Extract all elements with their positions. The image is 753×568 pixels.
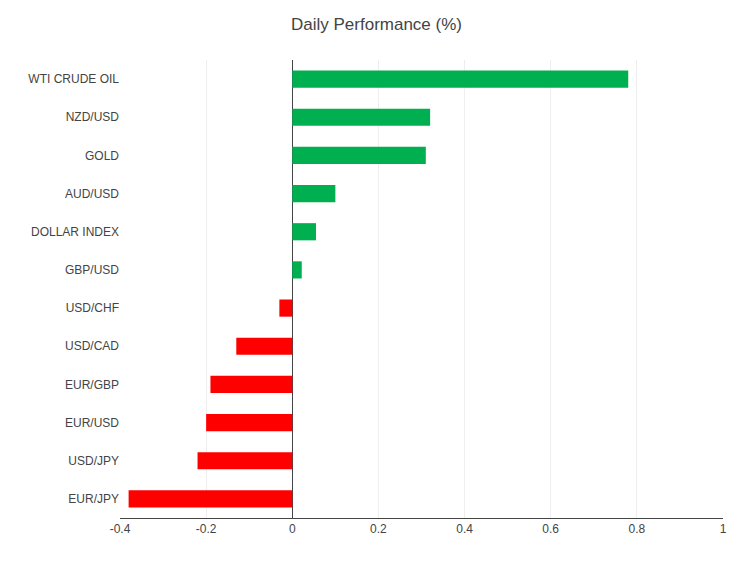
svg-text:0.2: 0.2 [370, 522, 387, 536]
svg-text:USD/CHF: USD/CHF [66, 301, 119, 315]
svg-text:GBP/USD: GBP/USD [65, 263, 119, 277]
svg-text:0.8: 0.8 [629, 522, 646, 536]
svg-text:-0.2: -0.2 [196, 522, 217, 536]
svg-text:NZD/USD: NZD/USD [66, 110, 120, 124]
svg-text:0.4: 0.4 [456, 522, 473, 536]
svg-text:0: 0 [289, 522, 296, 536]
svg-text:0.6: 0.6 [542, 522, 559, 536]
svg-text:USD/CAD: USD/CAD [65, 339, 119, 353]
svg-text:EUR/GBP: EUR/GBP [65, 378, 119, 392]
svg-text:AUD/USD: AUD/USD [65, 187, 119, 201]
svg-text:WTI CRUDE OIL: WTI CRUDE OIL [28, 72, 119, 86]
svg-text:1: 1 [720, 522, 727, 536]
svg-text:EUR/USD: EUR/USD [65, 416, 119, 430]
svg-text:USD/JPY: USD/JPY [68, 454, 119, 468]
svg-text:DOLLAR INDEX: DOLLAR INDEX [31, 225, 119, 239]
svg-text:Daily Performance (%): Daily Performance (%) [291, 15, 462, 34]
svg-text:-0.4: -0.4 [110, 522, 131, 536]
svg-text:EUR/JPY: EUR/JPY [68, 492, 119, 506]
svg-text:GOLD: GOLD [85, 149, 119, 163]
